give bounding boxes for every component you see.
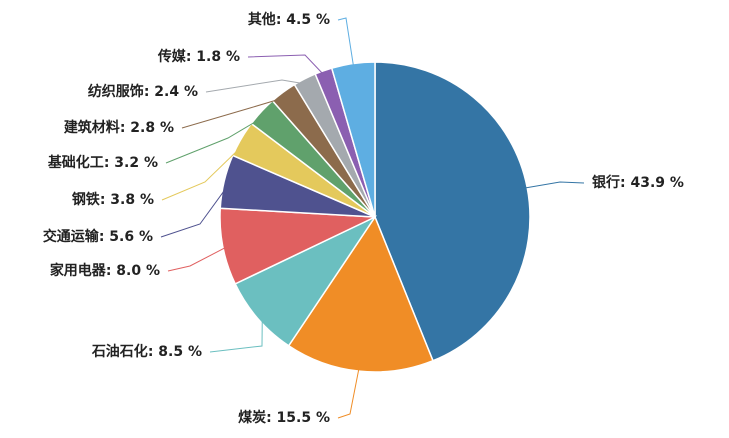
slice-category: 煤炭 — [238, 409, 266, 426]
leader-line — [165, 115, 266, 164]
slice-category: 其他 — [248, 11, 276, 28]
slice-category: 传媒 — [157, 48, 187, 65]
pie-slice — [287, 215, 434, 373]
leader-line — [160, 182, 231, 238]
slice-value-label: : 8.0 % — [106, 263, 160, 279]
slice-category: 钢铁 — [72, 191, 100, 208]
slice-label: 传媒: 1.8 % — [157, 48, 240, 65]
slice-category: 石油石化 — [91, 343, 148, 360]
slice-label: 交通运输: 5.6 % — [43, 228, 153, 245]
leader-line — [209, 314, 263, 353]
slice-label: 建筑材料: 2.8 % — [64, 119, 174, 136]
slice-label: 煤炭: 15.5 % — [238, 409, 330, 426]
slice-value-label: : 3.2 % — [104, 155, 158, 171]
slice-value-label: : 43.9 % — [620, 175, 684, 191]
slice-value-label: : 15.5 % — [266, 410, 330, 426]
slice-category: 银行 — [592, 174, 620, 191]
leader-line — [205, 79, 308, 93]
leader-line — [337, 365, 361, 419]
slice-value-label: : 5.6 % — [99, 229, 153, 245]
slice-label: 钢铁: 3.8 % — [72, 191, 154, 208]
slice-label: 银行: 43.9 % — [592, 174, 684, 191]
slice-label: 石油石化: 8.5 % — [91, 343, 202, 360]
slice-category: 基础化工 — [48, 154, 104, 171]
slice-value-label: : 8.5 % — [148, 344, 202, 360]
slice-category: 纺织服饰 — [88, 83, 144, 100]
leader-line — [167, 245, 230, 272]
slice-value-label: : 2.4 % — [144, 84, 198, 100]
slice-category: 交通运输 — [43, 228, 100, 245]
leader-line — [247, 54, 326, 77]
slice-label: 家用电器: 8.0 % — [50, 262, 160, 279]
slice-label: 纺织服饰: 2.4 % — [88, 83, 198, 100]
slice-value-label: : 4.5 % — [276, 12, 330, 28]
slice-label: 其他: 4.5 % — [248, 11, 330, 28]
slice-category: 家用电器 — [50, 262, 107, 279]
leader-line — [161, 141, 247, 201]
slice-category: 建筑材料 — [64, 119, 120, 136]
leader-line — [337, 17, 355, 70]
slice-value-label: : 3.8 % — [100, 192, 154, 208]
slice-value-label: : 2.8 % — [120, 120, 174, 136]
slice-label: 基础化工: 3.2 % — [48, 154, 158, 171]
leader-line — [181, 96, 287, 129]
leader-line — [521, 181, 585, 190]
slice-value-label: : 1.8 % — [186, 49, 240, 65]
